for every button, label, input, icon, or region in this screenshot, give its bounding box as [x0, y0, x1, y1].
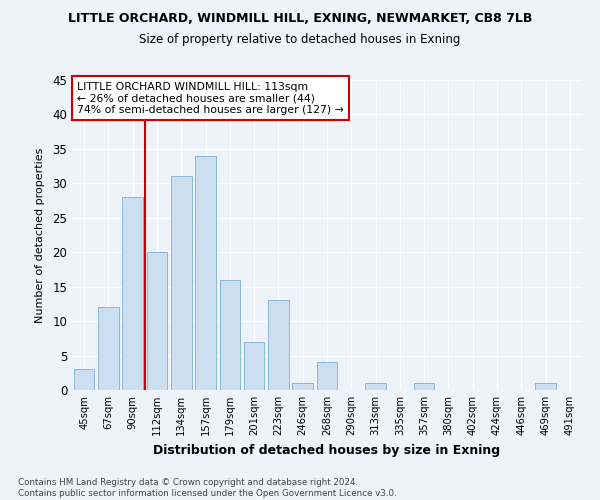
Bar: [122, 197, 143, 390]
Bar: [74, 370, 94, 390]
Text: Contains HM Land Registry data © Crown copyright and database right 2024.
Contai: Contains HM Land Registry data © Crown c…: [18, 478, 397, 498]
Text: Size of property relative to detached houses in Exning: Size of property relative to detached ho…: [139, 32, 461, 46]
Bar: [365, 383, 386, 390]
Text: LITTLE ORCHARD WINDMILL HILL: 113sqm
← 26% of detached houses are smaller (44)
7: LITTLE ORCHARD WINDMILL HILL: 113sqm ← 2…: [77, 82, 344, 115]
Bar: [98, 308, 119, 390]
Y-axis label: Number of detached properties: Number of detached properties: [35, 148, 46, 322]
Bar: [292, 383, 313, 390]
Bar: [146, 252, 167, 390]
Bar: [414, 383, 434, 390]
Bar: [317, 362, 337, 390]
Bar: [171, 176, 191, 390]
Bar: [220, 280, 240, 390]
Text: LITTLE ORCHARD, WINDMILL HILL, EXNING, NEWMARKET, CB8 7LB: LITTLE ORCHARD, WINDMILL HILL, EXNING, N…: [68, 12, 532, 26]
Bar: [268, 300, 289, 390]
X-axis label: Distribution of detached houses by size in Exning: Distribution of detached houses by size …: [154, 444, 500, 456]
Bar: [244, 342, 265, 390]
Bar: [535, 383, 556, 390]
Bar: [195, 156, 216, 390]
